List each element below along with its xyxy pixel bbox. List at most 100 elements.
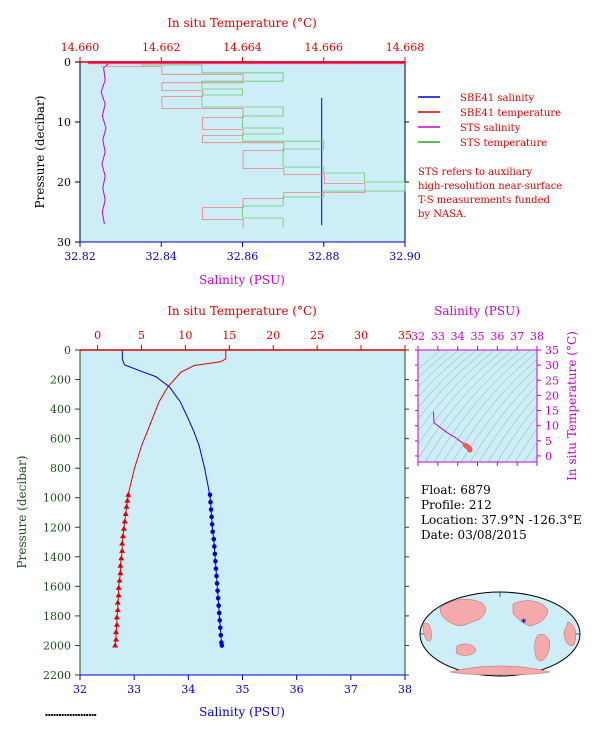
density-contour [418,350,487,420]
salinity-marker [212,551,218,557]
note-line: high-resolution near-surface [418,181,562,192]
y-tick-label: 400 [50,403,71,416]
y-tick-label: 30 [57,236,71,249]
density-contour [418,350,514,460]
continents [422,599,576,676]
world-map-icon: ✶ [419,591,581,677]
density-contour [418,350,451,379]
density-contour [433,350,532,462]
map-ocean [419,591,581,677]
salinity-marker [212,544,217,549]
float-location-marker: ✶ [520,617,528,627]
legend-label: STS salinity [460,123,521,134]
series-line-sbe-temp-steps [100,66,366,229]
temperature-marker [124,497,131,503]
bottom-axis-label: Salinity (PSU) [199,705,285,719]
top-tick-label: 35 [471,330,485,343]
top-tick-label: 30 [354,329,368,342]
salinity-marker [209,514,214,520]
temperature-marker [115,584,122,590]
y-tick-label: 2200 [43,669,71,682]
salinity-marker [217,625,223,631]
y-tick-label: 1400 [43,551,71,564]
salinity-marker [213,566,219,571]
density-contour [514,428,537,462]
salinity-marker [215,595,221,601]
temperature-marker [113,629,120,635]
y-tick-label: 600 [50,433,71,446]
density-contour [418,350,505,446]
right-tick-label: 35 [545,344,559,357]
salinity-marker [214,581,220,586]
bottom-tick-label: 32.86 [227,250,259,263]
temperature-marker [113,636,120,642]
temperature-marker [114,599,121,605]
temperature-marker [119,540,126,546]
top-axis-label: Salinity (PSU) [434,304,520,318]
temperature-marker [117,562,124,568]
top-tick-label: 14.662 [142,41,181,54]
right-tick-label: 25 [545,374,559,387]
bottom-tick-label: 38 [398,683,412,696]
bottom-tick-label: 36 [290,683,304,696]
y-tick-label: 1800 [43,610,71,623]
location: Location: 37.9°N -126.3°E [421,513,582,527]
y-tick-label: 0 [64,56,71,69]
top-tick-label: 34 [451,330,465,343]
bottom-tick-label: 34 [181,683,195,696]
top-tick-label: 0 [94,329,101,342]
note-line: STS refers to auxiliary [418,167,533,178]
temperature-marker [125,491,132,497]
right-tick-label: 5 [545,435,552,448]
plot-area [79,349,406,676]
bottom-tick-label: 37 [344,683,358,696]
salinity-marker [208,499,213,505]
temperature-marker [113,621,120,627]
density-contour [478,384,537,462]
y-tick-label: 2000 [43,639,71,652]
series-line-salinity [121,350,211,498]
y-tick-label: 200 [50,374,71,387]
date: Date: 03/08/2015 [421,528,527,542]
density-contour [496,405,537,462]
bottom-tick-label: 32 [73,683,87,696]
density-contour [505,416,537,462]
density-contour [442,351,537,462]
top-tick-label: 10 [178,329,192,342]
full-profile-chart: 0 5 10 15 20 25 30 35 32 33 34 35 36 37 38 0 200 400 600… [15,304,412,719]
top-tick-label: 37 [510,330,524,343]
top-tick-label: 38 [530,330,544,343]
density-contour [523,441,537,462]
temperature-marker [115,592,122,598]
top-tick-label: 32 [411,330,425,343]
salinity-marker [207,492,213,498]
density-contour [418,350,478,409]
top-tick-label: 25 [310,329,324,342]
salinity-marker [209,522,215,527]
salinity-marker [219,643,225,648]
salinity-marker [216,610,222,616]
legend-item-sbe41-temperature: SBE41 temperature [418,108,561,119]
salinity-marker [211,536,217,542]
bottom-tick-label: 35 [236,683,250,696]
series-line-temperature [127,350,227,498]
top-tick-label: 15 [222,329,236,342]
series-deep-line-salinity [209,494,223,646]
y-tick-label: 10 [57,116,71,129]
right-tick-label: 30 [545,359,559,372]
top-tick-label: 14.664 [223,41,262,54]
y-tick-label: 800 [50,462,71,475]
float-id: Float: 6879 [421,483,491,497]
top-tick-label: 14.668 [386,41,425,54]
salinity-marker [214,573,219,579]
series-deep-line-temperature [114,494,129,646]
top-tick-label: 35 [398,329,412,342]
y-axis-label: Pressure (decibar) [15,456,29,569]
salinity-marker [210,529,216,535]
top-tick-label: 14.666 [305,41,344,54]
density-contour [451,359,537,462]
temperature-marker [117,570,124,576]
series-line-sts-temperature [140,64,406,227]
float-info: Float: 6879 Profile: 212 Location: 37.9°… [421,483,582,542]
right-tick-label: 15 [545,405,559,418]
